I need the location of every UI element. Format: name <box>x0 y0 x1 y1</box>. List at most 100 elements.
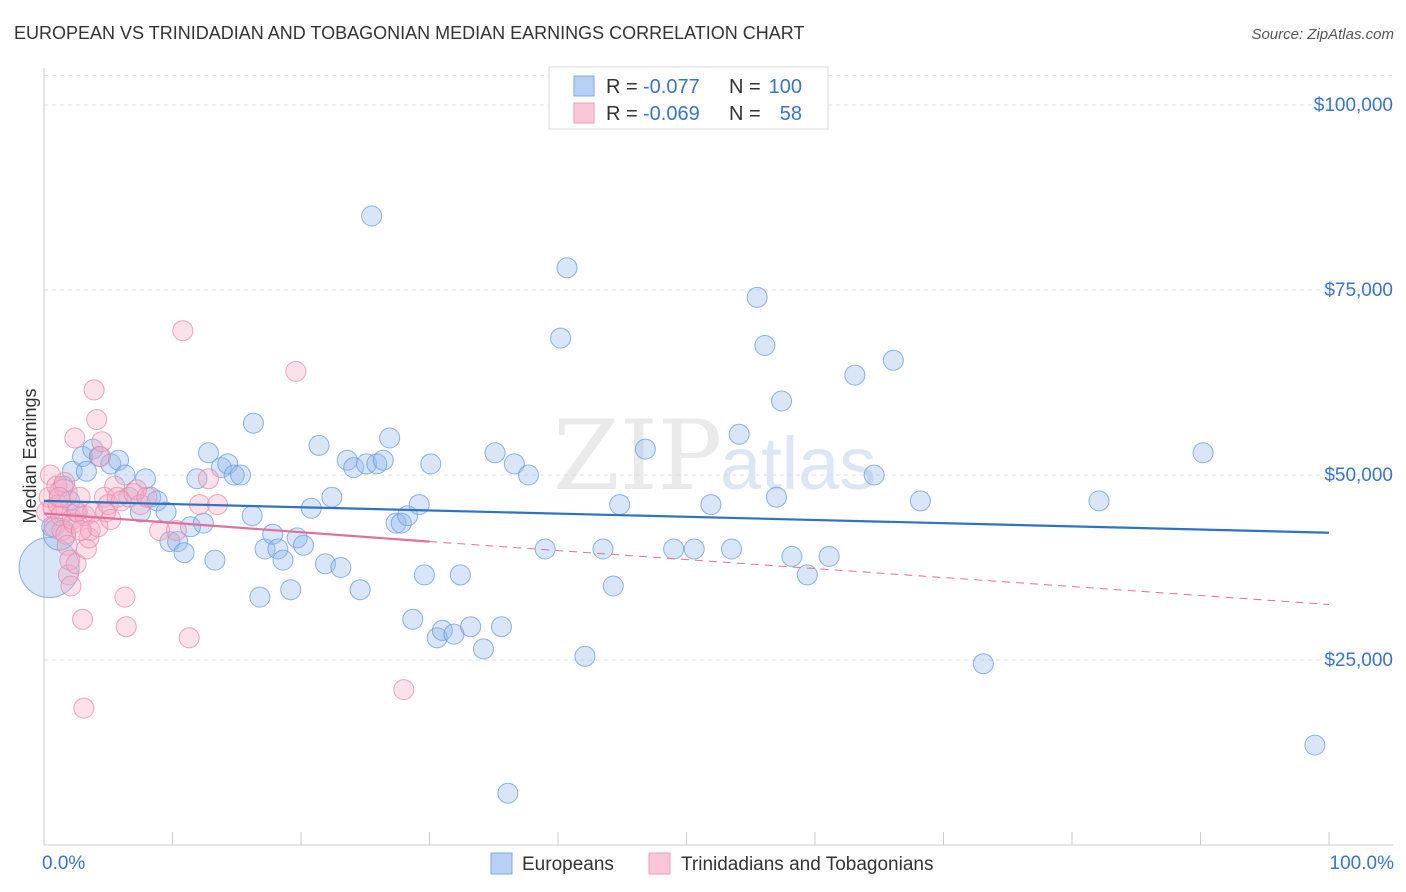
legend-n-value-2: 58 <box>780 103 802 125</box>
europeans-point-45 <box>321 486 343 508</box>
bottom-legend-trinidadians: Trinidadians and Tobagonians <box>681 854 933 875</box>
europeans-point-96 <box>909 490 931 512</box>
europeans-point-21 <box>167 531 189 553</box>
europeans-point-86 <box>746 286 768 308</box>
europeans-point-72 <box>517 464 539 486</box>
stats-legend-box <box>548 66 829 130</box>
europeans-point-67 <box>472 638 494 660</box>
europeans-point-82 <box>683 538 705 560</box>
trinidadians-point-57 <box>48 486 70 508</box>
trinidadians-point-30 <box>86 409 108 430</box>
europeans-point-98 <box>1088 490 1110 512</box>
gridlines <box>44 74 1393 661</box>
europeans-point-34 <box>249 586 271 608</box>
europeans-point-92 <box>818 545 840 567</box>
x-tick-marks <box>43 832 1330 845</box>
europeans-point-27 <box>204 549 226 571</box>
europeans-point-97 <box>972 653 994 675</box>
europeans-point-63 <box>431 619 453 641</box>
europeans-point-23 <box>179 516 201 538</box>
europeans-point-65 <box>449 564 471 586</box>
europeans-point-31 <box>230 464 252 486</box>
y-tick-label-2: $75,000 <box>1324 280 1393 301</box>
chart-source: Source: ZipAtlas.com <box>1251 26 1394 43</box>
trinidadians-point-41 <box>114 586 136 608</box>
europeans-point-26 <box>197 442 219 464</box>
europeans-point-39 <box>280 579 302 601</box>
europeans-point-76 <box>574 645 596 667</box>
europeans-point-25 <box>192 512 214 534</box>
europeans-point-46 <box>330 557 352 578</box>
europeans-point-53 <box>372 449 394 471</box>
trinidadians-point-46 <box>136 486 158 508</box>
trinidadians-point-2 <box>39 464 61 486</box>
europeans-point-44 <box>314 553 336 575</box>
bottom-legend-swatch-europeans <box>490 852 513 875</box>
legend-r-label-2: R = <box>606 103 638 125</box>
europeans-point-51 <box>361 205 383 227</box>
x-tick-label-left: 0.0% <box>42 853 85 874</box>
europeans-point-81 <box>663 538 685 560</box>
europeans-point-91 <box>796 564 818 586</box>
stats-legend: R = -0.077 N = 100 R = -0.069 N = 58 <box>548 66 829 130</box>
trinidadians-point-23 <box>73 697 95 719</box>
europeans-point-79 <box>609 494 631 516</box>
y-tick-label-1: $50,000 <box>1324 465 1393 486</box>
trinidadians-point-29 <box>83 379 105 401</box>
europeans-point-43 <box>308 434 330 456</box>
europeans-point-100 <box>1304 734 1326 756</box>
bottom-legend-europeans: Europeans <box>522 854 614 875</box>
trinidadians-point-33 <box>91 431 113 453</box>
trend-line-trinidadians <box>43 512 430 543</box>
trend-lines <box>43 499 1330 605</box>
europeans-point-60 <box>413 564 435 586</box>
europeans-point-32 <box>241 505 263 527</box>
europeans-point-75 <box>556 257 578 279</box>
europeans-point-77 <box>592 538 614 560</box>
chart-title: EUROPEAN VS TRINIDADIAN AND TOBAGONIAN M… <box>14 23 804 43</box>
europeans-point-33 <box>242 412 264 434</box>
europeans-point-68 <box>484 442 506 464</box>
trinidadians-point-54 <box>285 360 307 382</box>
series-legend: Europeans Trinidadians and Tobagonians <box>490 852 933 875</box>
europeans-point-78 <box>602 575 624 597</box>
europeans-point-38 <box>272 549 294 571</box>
trinidadians-point-56 <box>70 520 92 541</box>
europeans-point-66 <box>460 616 482 638</box>
europeans-point-49 <box>349 579 371 601</box>
trinidadians-point-26 <box>78 527 100 549</box>
europeans-point-83 <box>700 494 722 516</box>
legend-swatch-trinidadians <box>573 102 595 124</box>
europeans-point-85 <box>728 423 750 445</box>
europeans-point-30 <box>223 464 245 486</box>
europeans-point-95 <box>882 349 904 371</box>
y-tick-label-3: $100,000 <box>1314 95 1393 116</box>
europeans-point-37 <box>267 538 289 560</box>
europeans-point-69 <box>490 616 512 638</box>
europeans-point-90 <box>781 545 803 567</box>
europeans-point-54 <box>379 427 401 449</box>
series-trinidadians-points <box>36 320 415 719</box>
trinidadians-point-50 <box>178 627 200 649</box>
legend-r-value-1: -0.077 <box>643 76 700 98</box>
trinidadians-point-18 <box>64 427 86 449</box>
europeans-point-80 <box>634 438 656 460</box>
europeans-point-88 <box>765 486 787 508</box>
europeans-point-59 <box>408 494 430 516</box>
europeans-point-93 <box>844 364 866 386</box>
europeans-point-70 <box>497 782 519 804</box>
europeans-point-55 <box>385 512 407 534</box>
europeans-point-22 <box>173 542 195 564</box>
europeans-point-58 <box>402 608 424 630</box>
europeans-point-84 <box>720 538 742 560</box>
europeans-point-0 <box>18 537 80 598</box>
trinidadians-point-47 <box>149 520 171 541</box>
trinidadians-point-22 <box>72 608 94 630</box>
legend-n-label-1: N = <box>729 76 761 98</box>
watermark: ZIP atlas <box>553 400 876 512</box>
europeans-point-94 <box>863 464 885 486</box>
legend-r-label-1: R = <box>606 76 638 98</box>
europeans-point-99 <box>1192 442 1214 464</box>
legend-n-value-1: 100 <box>769 76 802 98</box>
